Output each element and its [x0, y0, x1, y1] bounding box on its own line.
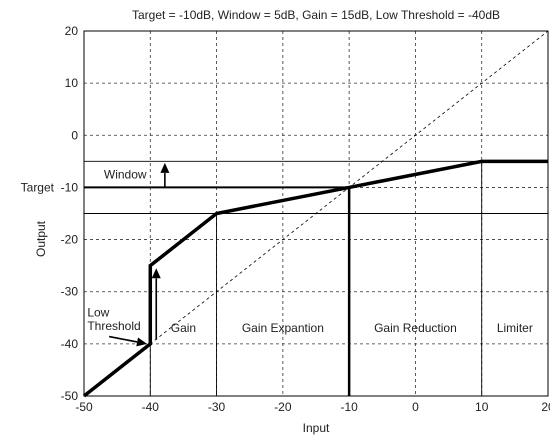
target-axis-label: Target [21, 180, 55, 194]
x-tick-label: -50 [75, 400, 93, 414]
region-label: Gain [171, 321, 196, 335]
region-label: Limiter [497, 321, 533, 335]
unity-line [83, 30, 549, 397]
y-tick-label: -20 [61, 233, 79, 247]
guide-lines [84, 160, 548, 396]
y-tick-label: -50 [61, 389, 79, 403]
x-axis-label: Input [303, 421, 330, 435]
arrow-shaft [109, 335, 138, 343]
y-tick-label: 20 [65, 24, 79, 38]
arrow-layer [109, 162, 170, 347]
chart-title: Target = -10dB, Window = 5dB, Gain = 15d… [132, 8, 500, 22]
y-tick-label: -40 [61, 337, 79, 351]
arrow-head [151, 268, 161, 279]
x-tick-label: 20 [541, 400, 550, 414]
x-tick-label: -30 [208, 400, 226, 414]
x-tick-label: -20 [274, 400, 292, 414]
y-tick-label: -30 [61, 285, 79, 299]
annotation-label: Low [87, 306, 109, 320]
annotation-label: Threshold [87, 319, 140, 333]
arrow [160, 162, 170, 188]
region-label: Gain Reduction [374, 321, 457, 335]
y-tick-label: 10 [65, 76, 79, 90]
annotation-label: Window [104, 167, 147, 181]
y-axis-label: Output [34, 220, 48, 257]
arrow [151, 268, 161, 340]
arrow-head [136, 337, 147, 347]
annotation-layer: Gain Gain Expantion Gain Reduction Limiter W… [87, 167, 533, 335]
arrow-head [160, 162, 170, 173]
plot-frame [83, 30, 549, 397]
region-label: Gain Expantion [242, 321, 324, 335]
x-tick-label: -10 [340, 400, 358, 414]
transfer-curve [82, 159, 548, 398]
arrow [109, 335, 147, 347]
x-tick-label: 10 [475, 400, 489, 414]
series-layer [82, 30, 549, 398]
y-tick-label: 0 [71, 128, 78, 142]
x-tick-label: 0 [412, 400, 419, 414]
y-tick-label: -10 [61, 180, 79, 194]
tick-labels: -50 -40 -30 -20 -10 0 10 20 -50 -40 -30 -20 -10 0 10 20… [21, 24, 550, 414]
x-tick-label: -40 [142, 400, 160, 414]
